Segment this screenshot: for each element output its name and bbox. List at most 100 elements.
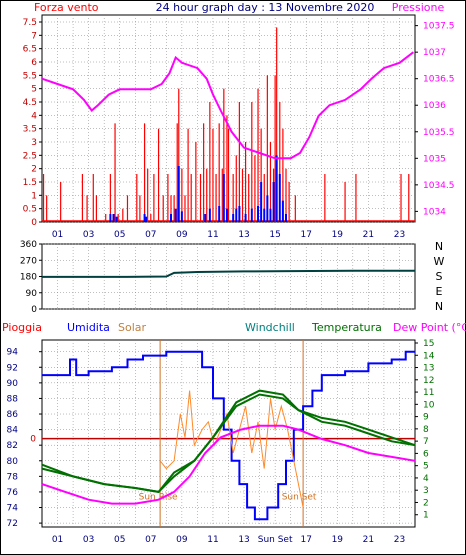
bot-y-tick-label: 90 bbox=[7, 379, 19, 389]
top-x-tick-label: 09 bbox=[176, 230, 188, 240]
bottom-header-solar: Solar bbox=[118, 321, 147, 334]
direction-label: N bbox=[435, 300, 443, 313]
header-left: Forza vento bbox=[34, 1, 99, 14]
bot-y-tick-label: 72 bbox=[7, 519, 18, 529]
top-x-tick-label: 15 bbox=[269, 230, 280, 240]
top-y2-tick-label: 1035.5 bbox=[423, 128, 455, 138]
direction-label: N bbox=[435, 240, 443, 253]
top-y-tick-label: 7.5 bbox=[23, 18, 37, 28]
top-y2-tick-label: 1035 bbox=[423, 154, 446, 164]
top-y2-tick-label: 1037 bbox=[423, 48, 446, 58]
bot-y2-tick-label: 4 bbox=[423, 474, 429, 484]
series-line-dewpoint bbox=[41, 424, 416, 505]
top-y-tick-label: 4 bbox=[31, 111, 37, 121]
mid-y-tick-label: 0 bbox=[31, 305, 37, 315]
bot-x-tick-label: 03 bbox=[83, 535, 94, 545]
top-x-tick-label: 11 bbox=[207, 230, 218, 240]
bottom-header-windchill: Windchill bbox=[245, 321, 295, 334]
header-right: Pressione bbox=[392, 1, 445, 14]
bot-y2-tick-label: 2 bbox=[423, 498, 429, 508]
rain-zero-label: 0 bbox=[30, 435, 36, 445]
direction-label: S bbox=[436, 270, 443, 283]
bot-x-tick-label: Sun Set bbox=[258, 535, 293, 545]
direction-label: W bbox=[434, 255, 445, 268]
top-y-tick-label: 0.5 bbox=[23, 205, 37, 215]
bot-y2-tick-label: 14 bbox=[423, 351, 435, 361]
pressure-line bbox=[41, 51, 415, 160]
bot-y2-tick-label: 12 bbox=[423, 376, 434, 386]
bot-y2-tick-label: 3 bbox=[423, 486, 429, 496]
bot-y-tick-label: 82 bbox=[7, 441, 18, 451]
chart-title: 24 hour graph day : 13 Novembre 2020 bbox=[156, 1, 375, 14]
bot-x-tick-label: 21 bbox=[363, 535, 374, 545]
bot-y2-tick-label: 15 bbox=[423, 339, 434, 349]
top-y2-tick-label: 1034 bbox=[423, 207, 446, 217]
bot-y2-tick-label: 10 bbox=[423, 400, 435, 410]
bot-x-tick-label: 11 bbox=[207, 535, 218, 545]
top-y-tick-label: 5.5 bbox=[23, 71, 37, 81]
mid-y-tick-label: 90 bbox=[26, 289, 38, 299]
bot-y-tick-label: 76 bbox=[7, 488, 19, 498]
bot-y2-tick-label: 5 bbox=[423, 462, 429, 472]
top-y-tick-label: 2 bbox=[31, 165, 37, 175]
top-y2-tick-label: 1036 bbox=[423, 101, 446, 111]
top-y-tick-label: 2.5 bbox=[23, 151, 37, 161]
bottom-header-rain: Pioggia bbox=[2, 321, 42, 334]
top-y-tick-label: 6 bbox=[31, 58, 37, 68]
bot-y-tick-label: 92 bbox=[7, 363, 18, 373]
top-y-tick-label: 3.5 bbox=[23, 125, 37, 135]
top-y-tick-label: 0 bbox=[31, 218, 37, 228]
top-x-tick-label: 19 bbox=[332, 230, 344, 240]
top-x-tick-label: 21 bbox=[363, 230, 374, 240]
top-y2-tick-label: 1036.5 bbox=[423, 75, 455, 85]
top-x-tick-label: 13 bbox=[238, 230, 249, 240]
bottom-header-temperature: Temperatura bbox=[311, 321, 382, 334]
bot-y-tick-label: 94 bbox=[7, 348, 19, 358]
bot-y2-tick-label: 11 bbox=[423, 388, 434, 398]
top-y2-tick-label: 1037.5 bbox=[423, 22, 455, 32]
top-x-tick-label: 23 bbox=[394, 230, 405, 240]
top-x-tick-label: 01 bbox=[52, 230, 63, 240]
mid-y-tick-label: 180 bbox=[20, 273, 37, 283]
top-y-tick-label: 4.5 bbox=[23, 98, 37, 108]
top-x-tick-label: 03 bbox=[83, 230, 94, 240]
top-y-tick-label: 3 bbox=[31, 138, 37, 148]
sun-marker-label: Sun Set bbox=[282, 493, 317, 503]
top-x-tick-label: 07 bbox=[145, 230, 156, 240]
bot-x-tick-label: 07 bbox=[145, 535, 156, 545]
bot-y-tick-label: 80 bbox=[7, 457, 19, 467]
mid-y-tick-label: 270 bbox=[20, 256, 37, 266]
top-x-tick-label: 17 bbox=[300, 230, 311, 240]
top-y-tick-label: 6.5 bbox=[23, 45, 37, 55]
bot-y2-tick-label: 1 bbox=[423, 511, 429, 521]
bot-y-tick-label: 78 bbox=[7, 472, 19, 482]
series-line-humidity bbox=[42, 350, 415, 521]
bot-y-tick-label: 86 bbox=[7, 410, 19, 420]
bot-y2-tick-label: 13 bbox=[423, 364, 434, 374]
bot-y2-tick-label: 7 bbox=[423, 437, 429, 447]
bot-x-tick-label: 05 bbox=[114, 535, 125, 545]
bot-x-tick-label: 13 bbox=[238, 535, 249, 545]
series-line-solar bbox=[159, 390, 304, 508]
series-line-temperature bbox=[41, 389, 416, 493]
bot-y2-tick-label: 9 bbox=[423, 413, 429, 423]
bot-x-tick-label: 17 bbox=[300, 535, 311, 545]
bottom-header-humidity: Umidita bbox=[67, 321, 110, 334]
top-y2-tick-label: 1034.5 bbox=[423, 181, 455, 191]
top-y-tick-label: 7 bbox=[31, 31, 37, 41]
top-y-tick-label: 5 bbox=[31, 85, 37, 95]
bot-x-tick-label: 09 bbox=[176, 535, 188, 545]
bot-y-tick-label: 84 bbox=[7, 426, 19, 436]
bot-x-tick-label: 23 bbox=[394, 535, 405, 545]
mid-y-tick-label: 360 bbox=[20, 240, 37, 250]
bot-y2-tick-label: 8 bbox=[423, 425, 429, 435]
bot-y-tick-label: 74 bbox=[7, 504, 19, 514]
bot-y-tick-label: 88 bbox=[7, 394, 19, 404]
direction-line bbox=[42, 269, 415, 278]
top-x-tick-label: 05 bbox=[114, 230, 125, 240]
top-y-tick-label: 1 bbox=[31, 191, 37, 201]
top-y-tick-label: 1.5 bbox=[23, 178, 37, 188]
bot-x-tick-label: 19 bbox=[332, 535, 344, 545]
bot-y2-tick-label: 6 bbox=[423, 449, 429, 459]
